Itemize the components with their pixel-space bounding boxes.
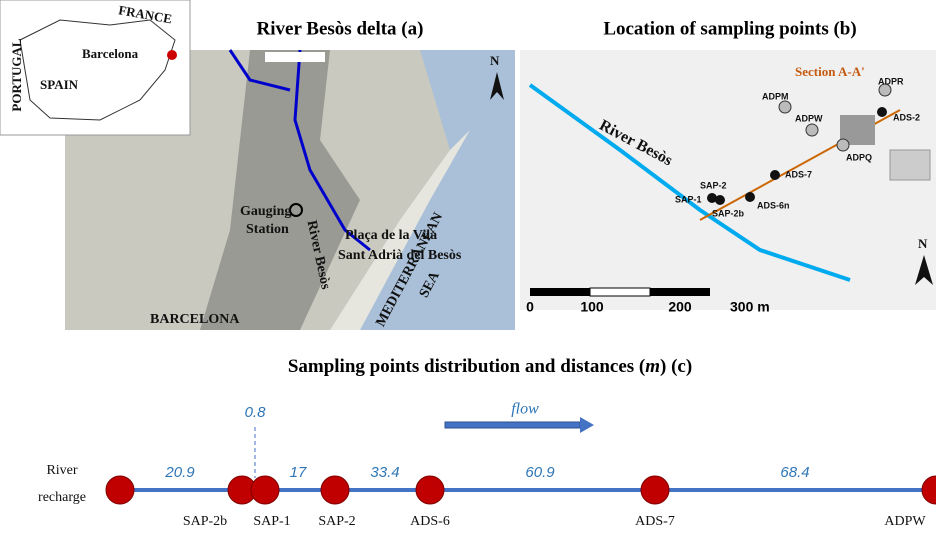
- label: BARCELONA: [150, 312, 240, 327]
- scale-label: 200: [668, 299, 692, 315]
- sampling-point: [251, 476, 279, 504]
- label: Station: [246, 222, 289, 237]
- sampling-point: [641, 476, 669, 504]
- label: ADS-7: [785, 169, 812, 179]
- label: SAP-1: [675, 194, 702, 204]
- sampling-point: [922, 476, 936, 504]
- sampling-point: [321, 476, 349, 504]
- distance-label: 0.8: [245, 404, 267, 421]
- point-label: SAP-2: [318, 514, 355, 529]
- label: SAP-2b: [712, 208, 745, 218]
- panel-title: Sampling points distribution and distanc…: [288, 356, 692, 377]
- label: Barcelona: [82, 46, 139, 61]
- point-label: ADS-6: [410, 514, 450, 529]
- point-label: ADS-7: [635, 514, 675, 529]
- label: PORTUGAL: [9, 38, 24, 112]
- label: Sant Adrià del Besòs: [338, 248, 462, 263]
- distance-label: 68.4: [780, 464, 809, 481]
- label: ADS-2: [893, 112, 920, 122]
- label: ADPQ: [846, 152, 872, 162]
- map-b: [520, 50, 936, 310]
- sampling-point: [416, 476, 444, 504]
- marker: [167, 50, 177, 60]
- label: SAP-2: [700, 180, 727, 190]
- label: SPAIN: [40, 77, 79, 92]
- panel-title: River Besòs delta (a): [257, 18, 424, 39]
- panel-title: Location of sampling points (b): [603, 18, 856, 39]
- scale-label: 100: [580, 299, 604, 315]
- point-label: ADPW: [884, 514, 926, 529]
- label: N: [490, 53, 500, 68]
- label: recharge: [38, 490, 86, 505]
- point-label: SAP-1: [253, 514, 290, 529]
- scale-label: 0: [526, 299, 534, 315]
- distance-label: 20.9: [164, 464, 195, 481]
- label: N: [918, 236, 928, 251]
- sampling-point: [106, 476, 134, 504]
- label: ADPM: [762, 91, 789, 101]
- flow-label: flow: [511, 401, 539, 418]
- label: ADPW: [795, 113, 823, 123]
- distance-label: 33.4: [370, 464, 399, 481]
- label: Section A-A': [795, 64, 865, 79]
- label: ADS-6n: [757, 200, 790, 210]
- label: ADPR: [878, 76, 904, 86]
- point-label: SAP-2b: [183, 514, 227, 529]
- scale-label: 300 m: [730, 299, 770, 315]
- label: Gauging: [240, 204, 291, 219]
- distance-label: 17: [290, 464, 307, 481]
- distance-label: 60.9: [525, 464, 555, 481]
- figure: FRANCE Barcelona PORTUGAL SPAIN River Be…: [0, 0, 936, 535]
- label: River: [46, 463, 77, 478]
